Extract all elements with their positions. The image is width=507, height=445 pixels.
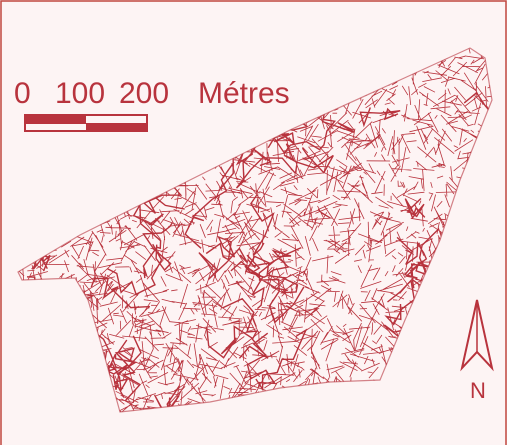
scale-segment [86, 123, 147, 131]
scale-segment [25, 115, 86, 124]
scale-label: 100 [55, 77, 105, 110]
north-label: N [470, 378, 486, 403]
area-outline [17, 47, 493, 413]
scale-unit: Métres [198, 77, 290, 110]
north-arrow: N [460, 299, 494, 403]
scale-label: 200 [119, 77, 169, 110]
scale-label: 0 [14, 77, 31, 110]
scale: 0 100 200 Métres [14, 77, 290, 132]
